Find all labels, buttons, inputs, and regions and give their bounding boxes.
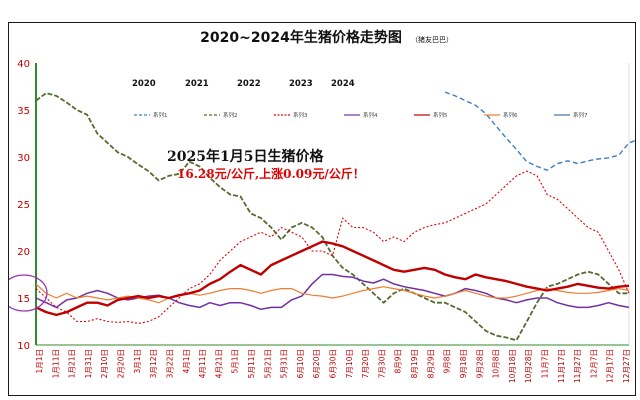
- x-tick-label: 3月1日: [133, 349, 142, 374]
- y-tick-label: 35: [17, 106, 30, 117]
- x-tick-label: 4月11日: [198, 349, 207, 378]
- year-labels: 2020 2021 2022 2023 2024: [132, 79, 355, 89]
- legend-label: 系列5: [433, 111, 448, 119]
- x-tick-label: 11月17日: [557, 349, 566, 383]
- y-axis: 10 15 20 25 30 35 40: [17, 59, 30, 352]
- annotation-price: 16.28元/公斤,上涨0.09元/公斤！: [177, 166, 365, 181]
- x-tick-label: 5月31日: [280, 349, 289, 378]
- x-tick-label: 4月21日: [214, 349, 223, 378]
- x-tick-label: 1月1日: [35, 349, 44, 374]
- x-tick-label: 8月9日: [394, 349, 403, 374]
- legend-label: 系列3: [293, 111, 308, 119]
- series-line-5: [35, 240, 630, 317]
- x-tick-label: 6月10日: [296, 349, 305, 378]
- x-tick-label: 7月10日: [345, 349, 354, 378]
- series-line-3: [35, 170, 630, 324]
- x-tick-label: 8月29日: [426, 349, 435, 378]
- legend: 系列1 系列2 系列3 系列4 系列5 系列6 系列7: [134, 111, 588, 119]
- x-axis: 1月1日 1月11日 1月21日 1月31日 2月10日 2月20日 3月1日 3月12日 3月…: [35, 349, 631, 383]
- year-label: 2024: [331, 79, 355, 89]
- x-tick-label: 10月18日: [508, 349, 517, 383]
- x-tick-label: 12月17日: [606, 349, 615, 383]
- x-tick-label: 9月8日: [443, 349, 452, 374]
- chart-frame: 2020~2024年生猪价格走势图 （猪友巴巴） 10 15 20 25 30 35 40 …: [8, 22, 636, 396]
- x-tick-label: 3月22日: [165, 349, 174, 378]
- legend-label: 系列4: [363, 111, 378, 119]
- x-tick-label: 9月18日: [459, 349, 468, 378]
- x-tick-label: 5月11日: [247, 349, 256, 378]
- plot-area: [35, 63, 630, 346]
- y-tick-label: 10: [17, 341, 30, 352]
- x-tick-label: 10月8日: [492, 349, 501, 378]
- year-label: 2022: [237, 79, 261, 89]
- legend-label: 系列6: [503, 111, 518, 119]
- x-tick-label: 1月11日: [51, 349, 60, 378]
- x-tick-label: 11月7日: [540, 349, 549, 378]
- x-tick-label: 10月28日: [524, 349, 533, 383]
- series-line-2: [35, 92, 629, 342]
- x-tick-label: 11月27日: [573, 349, 582, 383]
- x-tick-label: 12月7日: [589, 349, 598, 378]
- legend-label: 系列7: [573, 111, 588, 119]
- legend-label: 系列2: [223, 111, 238, 119]
- x-tick-label: 5月21日: [263, 349, 272, 378]
- series-lines: [35, 91, 635, 342]
- x-tick-label: 12月27日: [622, 349, 631, 383]
- y-tick-label: 30: [17, 153, 30, 164]
- x-tick-label: 7月20日: [361, 349, 370, 378]
- y-tick-label: 20: [17, 247, 30, 258]
- highlight-circle: [9, 274, 48, 312]
- x-tick-label: 1月31日: [84, 349, 93, 378]
- x-tick-label: 3月12日: [149, 349, 158, 378]
- y-tick-label: 25: [17, 200, 30, 211]
- chart-subtitle: （猪友巴巴）: [411, 35, 453, 44]
- legend-label: 系列1: [153, 111, 168, 119]
- x-tick-label: 1月21日: [68, 349, 77, 378]
- x-tick-label: 8月19日: [410, 349, 419, 378]
- x-tick-label: 4月1日: [182, 349, 191, 374]
- price-trend-chart: 2020~2024年生猪价格走势图 （猪友巴巴） 10152025303540 …: [9, 29, 635, 383]
- series-line-1: [444, 91, 635, 171]
- y-tick-label: 40: [17, 59, 30, 70]
- x-tick-label: 6月20日: [312, 349, 321, 378]
- y-tick-label: 15: [17, 294, 30, 305]
- year-label: 2021: [185, 79, 209, 89]
- series-line-4: [35, 273, 630, 311]
- year-label: 2020: [132, 79, 156, 89]
- year-label: 2023: [289, 79, 313, 89]
- x-tick-label: 2月20日: [117, 349, 126, 378]
- x-tick-label: 5月1日: [231, 349, 240, 374]
- annotation-headline: 2025年1月5日生猪价格: [167, 148, 324, 165]
- x-tick-label: 9月28日: [475, 349, 484, 378]
- x-tick-label: 7月30日: [377, 349, 386, 378]
- chart-title: 2020~2024年生猪价格走势图: [200, 29, 402, 46]
- x-tick-label: 6月30日: [329, 349, 338, 378]
- x-tick-label: 2月10日: [100, 349, 109, 378]
